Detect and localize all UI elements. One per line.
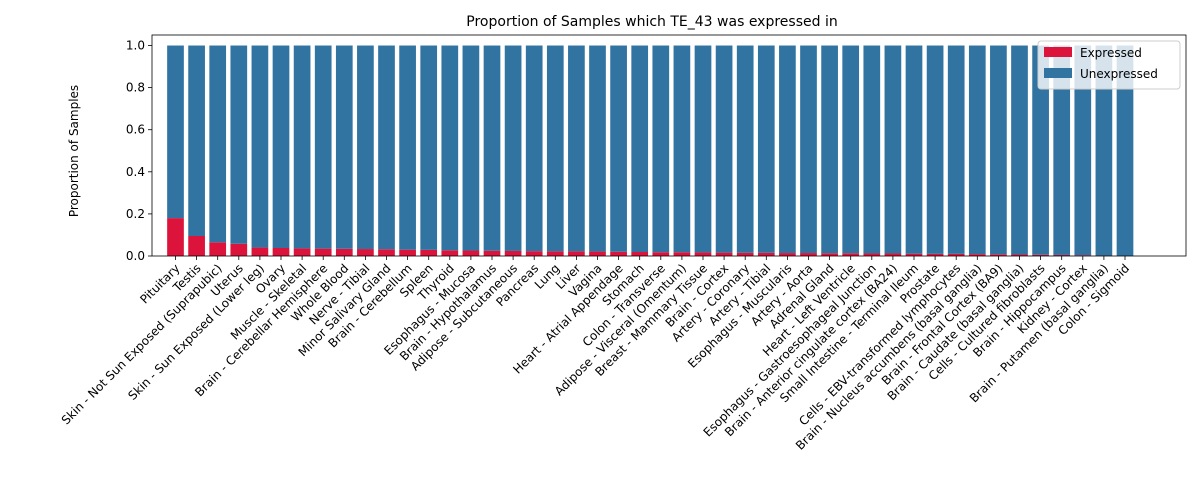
bar-unexpressed [1011,46,1028,255]
bar-expressed [758,253,775,256]
chart-title: Proportion of Samples which TE_43 was ex… [466,14,837,30]
y-axis-label: Proportion of Samples [67,85,81,217]
bar-expressed [336,249,353,256]
bar-expressed [695,252,712,256]
bar-expressed [420,250,437,256]
bar-expressed [441,250,458,256]
bar-unexpressed [441,46,458,251]
bar-unexpressed [610,46,627,252]
y-tick-label: 0.6 [126,123,145,137]
bar-expressed [589,252,606,256]
bar-expressed [779,253,796,256]
y-tick-label: 0.2 [126,207,145,221]
bar-unexpressed [315,46,332,249]
bar-expressed [631,252,648,256]
bar-unexpressed [779,46,796,254]
bar-expressed [167,218,184,256]
bar-expressed [610,252,627,256]
bar-unexpressed [167,46,184,219]
bar-expressed [378,249,395,256]
bar-unexpressed [209,46,226,243]
bar-expressed [294,248,311,256]
y-tick-label: 1.0 [126,39,145,53]
bar-expressed [547,251,564,256]
bar-unexpressed [948,46,965,254]
bar-expressed [842,253,859,256]
bar-expressed [252,248,269,256]
bar-expressed [357,249,374,256]
bar-expressed [652,252,669,256]
bar-expressed [188,236,205,256]
bar-unexpressed [695,46,712,253]
bar-expressed [484,251,501,256]
bar-unexpressed [716,46,733,253]
bar-unexpressed [589,46,606,252]
legend-label: Expressed [1080,46,1142,60]
bar-unexpressed [652,46,669,253]
bar-unexpressed [252,46,269,248]
bar-unexpressed [821,46,838,254]
bar-unexpressed [568,46,585,252]
bar-unexpressed [800,46,817,254]
legend-swatch [1044,68,1072,78]
bar-unexpressed [484,46,501,251]
bar-unexpressed [547,46,564,252]
bar-unexpressed [737,46,754,253]
legend: Expressed Unexpressed [1038,41,1180,89]
bar-expressed [209,242,226,256]
bar-expressed [716,253,733,256]
bar-expressed [399,250,416,256]
x-tick-label: Skin - Not Sun Exposed (Suprapubic) [59,261,225,427]
bar-unexpressed [885,46,902,254]
bar-unexpressed [863,46,880,254]
bar-unexpressed [230,46,247,244]
bar-expressed [737,253,754,256]
bar-expressed [821,253,838,256]
bar-unexpressed [336,46,353,249]
bar-unexpressed [420,46,437,250]
bar-expressed [230,244,247,256]
bar-unexpressed [357,46,374,250]
bar-unexpressed [188,46,205,236]
bar-unexpressed [505,46,522,251]
legend-label: Unexpressed [1080,67,1158,81]
y-tick-label: 0.8 [126,81,145,95]
bar-expressed [568,251,585,256]
bar-unexpressed [969,46,986,255]
bar-unexpressed [526,46,543,252]
bars-group [167,46,1133,256]
bar-unexpressed [378,46,395,250]
bar-unexpressed [294,46,311,249]
bar-expressed [800,253,817,256]
bar-expressed [315,249,332,256]
bar-unexpressed [463,46,480,251]
y-tick-label: 0.4 [126,165,145,179]
bar-unexpressed [927,46,944,254]
y-axis-ticks: 0.0 0.2 0.4 0.6 0.8 1.0 [126,39,152,263]
bar-unexpressed [990,46,1007,255]
bar-unexpressed [906,46,923,254]
bar-unexpressed [399,46,416,250]
bar-expressed [674,252,691,256]
bar-unexpressed [758,46,775,253]
bar-unexpressed [674,46,691,253]
bar-unexpressed [273,46,290,248]
bar-expressed [463,251,480,256]
bar-unexpressed [631,46,648,252]
bar-expressed [526,251,543,256]
bar-unexpressed [842,46,859,254]
legend-swatch [1044,47,1072,57]
bar-expressed [273,248,290,256]
bar-expressed [505,251,522,256]
y-tick-label: 0.0 [126,249,145,263]
